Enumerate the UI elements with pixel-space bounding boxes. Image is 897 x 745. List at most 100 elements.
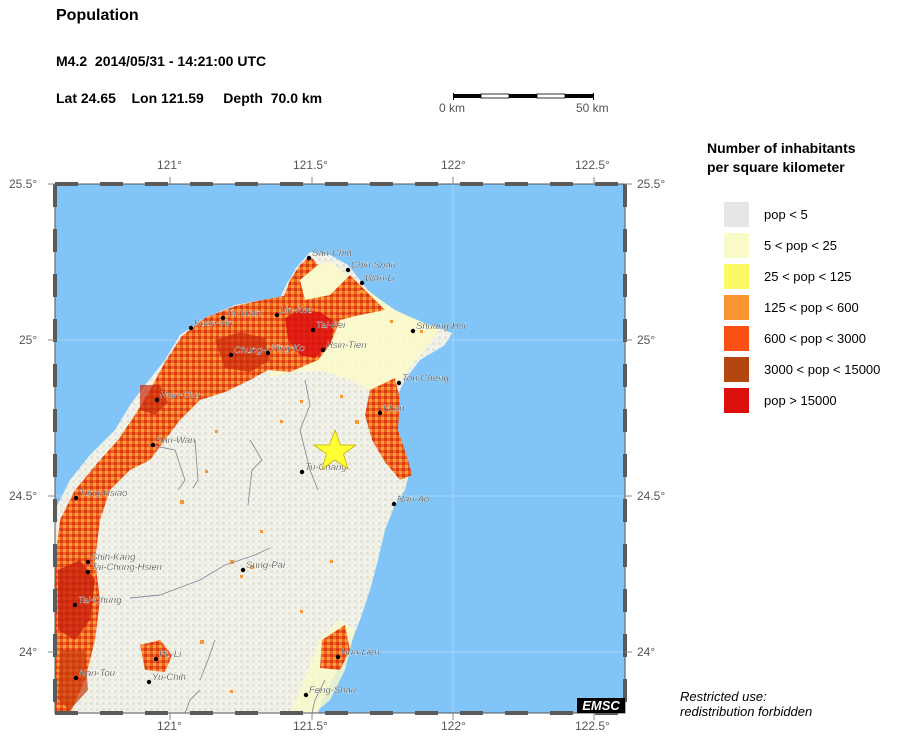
lat-tick-left-24: 24° <box>19 645 38 659</box>
pop-scatter-dots <box>180 290 423 693</box>
epicenter-star-icon[interactable] <box>312 428 358 470</box>
city-dot-icon <box>377 410 383 416</box>
city-marker: Tai-Chung <box>72 595 122 608</box>
city-label: Tou-Cheng <box>402 373 449 384</box>
city-marker: Chin-Shan <box>345 260 396 273</box>
admin-boundaries <box>129 379 326 713</box>
city-dot-icon <box>73 495 79 501</box>
city-marker: Feng-Shan <box>303 685 356 698</box>
pop-zone-dense-hsinchu <box>140 385 168 415</box>
city-dot-icon <box>274 312 280 318</box>
city-label: Tai-Chung-Hsien <box>91 562 162 573</box>
city-marker: Sung-Pai <box>240 560 286 573</box>
city-marker: Tou-Cheng <box>396 373 450 386</box>
event-info: M4.2 2014/05/31 - 14:21:00 UTC <box>56 53 267 69</box>
legend-label: pop < 5 <box>764 207 808 222</box>
event-coordinates: Lat 24.65 Lon 121.59 Depth 70.0 km <box>56 90 323 106</box>
pop-zone-dense-chungli <box>215 332 270 372</box>
city-dot-icon <box>240 567 246 573</box>
city-dot-icon <box>265 350 271 356</box>
city-label: Ying-Ko <box>271 343 305 354</box>
city-dot-icon <box>150 442 156 448</box>
city-label: Hua-Lien <box>341 647 380 658</box>
map-title: Population <box>56 7 139 24</box>
legend-swatch <box>724 295 749 320</box>
lat-tick-left-25-5: 25.5° <box>9 177 38 191</box>
legend-item: 125 < pop < 600 <box>724 295 859 320</box>
lon-tick-bottom-121-5: 121.5° <box>293 719 328 733</box>
legend-label: pop > 15000 <box>764 393 837 408</box>
legend-label: 3000 < pop < 15000 <box>764 362 881 377</box>
city-dot-icon <box>72 602 78 608</box>
scale-end-label: 50 km <box>576 101 609 115</box>
scale-bar <box>453 90 594 100</box>
city-label: Chin-Shan <box>351 260 396 271</box>
city-dot-icon <box>310 327 316 333</box>
city-marker: Lin-Kou <box>274 305 314 318</box>
lat-tick-left-25: 25° <box>19 333 38 347</box>
city-dot-icon <box>153 656 159 662</box>
city-marker: San-Wan <box>150 435 196 448</box>
restricted-notice: Restricted use: redistribution forbidden <box>680 689 812 719</box>
city-marker: San-Chih <box>306 248 352 261</box>
lon-tick-bottom-121: 121° <box>157 719 182 733</box>
lon-tick-top-121-5: 121.5° <box>293 158 328 172</box>
legend-swatch <box>724 202 749 227</box>
legend-swatch <box>724 357 749 382</box>
city-dot-icon <box>85 569 91 575</box>
city-label: Yu-Chih <box>152 672 186 683</box>
city-marker: Shuang-Hsi <box>410 321 467 334</box>
pop-zone-dense-nantou <box>58 650 88 710</box>
city-dot-icon <box>320 347 326 353</box>
city-label: Feng-Shan <box>309 685 356 696</box>
city-marker: Hua-Lien <box>335 647 380 660</box>
city-dot-icon <box>299 469 305 475</box>
emsc-logo: EMSC <box>582 698 620 713</box>
city-marker: Pu-Li <box>153 649 182 662</box>
city-label: San-Chih <box>312 248 352 259</box>
city-label: Kuan-Yin <box>194 318 233 329</box>
map-frame <box>48 177 632 720</box>
legend-title-line2: per square kilometer <box>707 159 845 175</box>
legend-item: 3000 < pop < 15000 <box>724 357 880 382</box>
city-dot-icon <box>306 255 312 261</box>
pop-zone-dense-taichung <box>58 560 95 640</box>
city-marker: Ta-Yuan <box>220 308 261 321</box>
city-dot-icon <box>73 675 79 681</box>
city-marker: Hsin-Chu <box>154 390 200 403</box>
city-dot-icon <box>396 380 402 386</box>
lat-tick-right-25: 25° <box>637 333 656 347</box>
legend-title-line1: Number of inhabitants <box>707 140 856 156</box>
city-marker: Shih-Kang <box>85 552 136 565</box>
lat-tick-left-24-5: 24.5° <box>9 489 38 503</box>
city-label: Tai-Pei <box>316 320 346 331</box>
city-dot-icon <box>410 328 416 334</box>
pop-zone-dense-taipei <box>285 310 335 358</box>
city-label: Hsin-Tien <box>326 340 367 351</box>
city-label: Pu-Li <box>159 649 182 660</box>
city-label: Sung-Pai <box>246 560 286 571</box>
lat-tick-right-24: 24° <box>637 645 656 659</box>
city-dot-icon <box>335 654 341 660</box>
legend-swatch <box>724 233 749 258</box>
legend-label: 125 < pop < 600 <box>764 300 859 315</box>
city-label: Chung-Li <box>234 345 273 356</box>
legend-item: 600 < pop < 3000 <box>724 326 866 351</box>
restricted-line2: redistribution forbidden <box>680 704 813 719</box>
city-label: I-Lan <box>383 403 405 414</box>
city-marker: Chung-Li <box>228 345 274 358</box>
legend-label: 25 < pop < 125 <box>764 269 852 284</box>
city-marker: Nan-Tou <box>73 668 116 681</box>
legend-item: pop > 15000 <box>724 388 837 413</box>
city-marker: Nan-Ao <box>391 494 429 507</box>
city-dot-icon <box>228 352 234 358</box>
pop-zone-urban-ilan <box>365 378 412 480</box>
lon-tick-top-122-5: 122.5° <box>575 158 610 172</box>
city-dot-icon <box>220 315 226 321</box>
lat-tick-right-24-5: 24.5° <box>637 489 666 503</box>
city-dot-icon <box>391 501 397 507</box>
lon-tick-top-122: 122° <box>441 158 466 172</box>
city-marker: Tu-Chang <box>299 462 347 475</box>
